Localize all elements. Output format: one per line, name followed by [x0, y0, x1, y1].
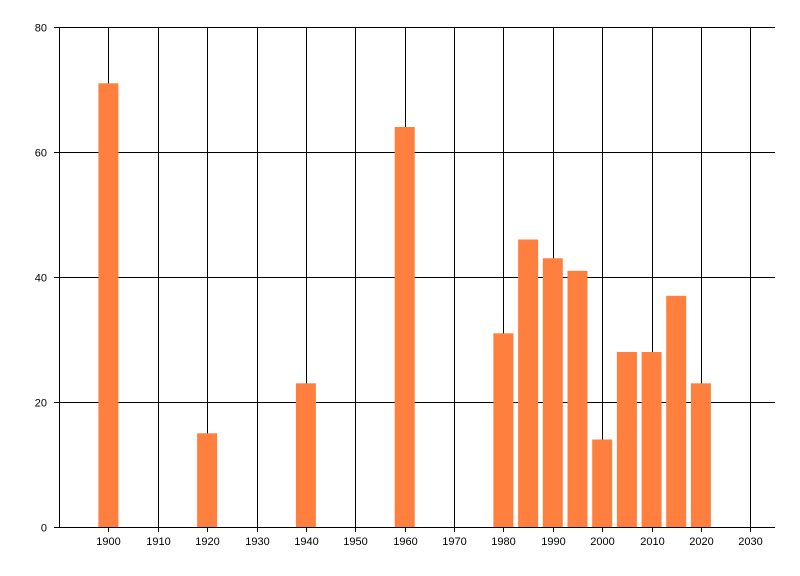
- x-tick-label: 1940: [294, 536, 318, 548]
- bar-1980: [493, 333, 514, 528]
- bar-1940: [295, 383, 316, 528]
- grid: [59, 27, 775, 528]
- bar-1960: [394, 127, 415, 527]
- bar-2005: [616, 352, 637, 527]
- x-tick-label: 1980: [491, 536, 515, 548]
- bar-1920: [197, 433, 218, 528]
- x-tick-label: 1920: [195, 536, 219, 548]
- bar-2000: [592, 439, 613, 527]
- x-tick-label: 2000: [590, 536, 614, 548]
- bar-1985: [518, 239, 539, 527]
- x-tick-label: 1950: [343, 536, 367, 548]
- y-tick-label: 20: [35, 398, 47, 410]
- axes: [54, 27, 775, 532]
- x-tick-label: 1970: [442, 536, 466, 548]
- bar-1900: [98, 83, 119, 528]
- x-tick-label: 2020: [689, 536, 713, 548]
- bar-1995: [567, 270, 588, 528]
- x-tick-label: 1960: [393, 536, 417, 548]
- bars: [98, 83, 711, 528]
- y-tick-label: 40: [35, 273, 47, 285]
- x-tick-label: 2010: [640, 536, 664, 548]
- x-tick-label: 1900: [96, 536, 120, 548]
- bar-2010: [641, 352, 662, 527]
- bar-2020: [690, 383, 711, 528]
- x-tick-label: 1990: [541, 536, 565, 548]
- x-tick-label: 1910: [146, 536, 170, 548]
- bar-2015: [666, 295, 687, 528]
- tick-labels: 1900 1910 1920 1930 1940 1950 1960 1970 1980 1990…: [35, 23, 763, 549]
- y-tick-label: 60: [35, 148, 47, 160]
- y-tick-label: 80: [35, 23, 47, 35]
- x-tick-label: 1930: [245, 536, 269, 548]
- y-tick-label: 0: [41, 523, 47, 535]
- bar-1990: [542, 258, 563, 528]
- x-tick-label: 2030: [738, 536, 762, 548]
